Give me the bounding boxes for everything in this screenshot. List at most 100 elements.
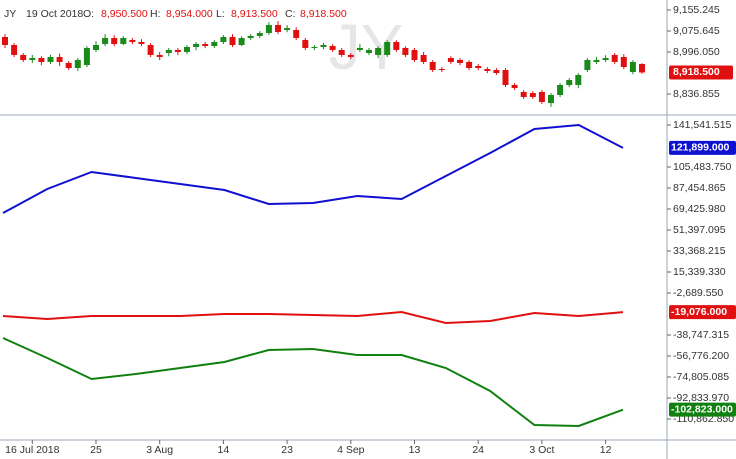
candle-body (575, 74, 582, 85)
high-label: H: (150, 8, 161, 20)
candle-body (393, 41, 400, 50)
candle-body (466, 61, 473, 69)
candle-body (375, 47, 382, 55)
candle-body (247, 35, 254, 38)
high-value: 8,954.000 (166, 8, 213, 20)
last-value-label: 121,899.000 (671, 142, 730, 154)
x-tick-label: 14 (218, 444, 230, 456)
candle-body (102, 37, 109, 44)
candle-body (584, 59, 591, 70)
candle-body (593, 59, 600, 62)
y-tick-label: 105,483.750 (673, 161, 732, 173)
candle-body (502, 69, 509, 85)
close-value: 8,918.500 (300, 8, 347, 20)
candle-body (38, 57, 45, 62)
watermark: JY (329, 11, 404, 83)
header: JY 19 Oct 2018 O: 8,950.500 H: 8,954.000… (4, 8, 347, 20)
open-label: O: (83, 8, 94, 20)
open-value: 8,950.500 (101, 8, 148, 20)
candle-body (511, 84, 518, 89)
candle-body (265, 24, 272, 33)
candle-body (147, 44, 154, 55)
x-tick-label: 3 Aug (146, 444, 173, 456)
candle-body (156, 54, 163, 57)
candle-body (83, 47, 90, 65)
symbol: JY (4, 8, 16, 20)
x-tick-label: 3 Oct (529, 444, 554, 456)
candle-body (639, 64, 645, 73)
candle-body (2, 36, 8, 45)
x-tick-label: 23 (281, 444, 293, 456)
line-series (2, 310, 624, 325)
candle-body (65, 62, 72, 69)
candle-body (457, 59, 463, 63)
last-value-label: -102,823.000 (671, 403, 733, 415)
date: 19 Oct 2018 (26, 8, 83, 20)
low-label: L: (216, 8, 225, 20)
x-tick-label: 4 Sep (337, 444, 365, 456)
candle-body (256, 32, 263, 36)
candle-body (429, 61, 436, 70)
candle-body (238, 37, 245, 45)
candle-body (529, 92, 536, 98)
y-tick-label: -2,689.550 (673, 287, 723, 299)
y-tick-label: 8,996.050 (673, 46, 720, 58)
low-value: 8,913.500 (231, 8, 278, 20)
line-series (2, 123, 624, 214)
candle-body (311, 46, 318, 48)
candle-body (520, 91, 527, 98)
candle-body (557, 84, 564, 95)
candle-body (165, 49, 172, 53)
candle-body (320, 44, 327, 47)
candle-body (93, 44, 99, 50)
candle-body (202, 43, 209, 46)
candle-body (548, 94, 554, 103)
candle-body (56, 56, 63, 62)
candle-body (184, 46, 190, 52)
candle-body (111, 37, 118, 44)
candle-body (193, 43, 200, 47)
candle-body (420, 54, 427, 62)
y-tick-label: 8,836.855 (673, 88, 720, 100)
y-tick-label: 141,541.515 (673, 119, 732, 131)
candle-body (329, 45, 336, 50)
candle-body (302, 39, 309, 48)
y-tick-label: 9,075.645 (673, 25, 720, 37)
y-tick-label: 87,454.865 (673, 182, 726, 194)
last-value-box (669, 65, 733, 80)
x-tick-label: 13 (409, 444, 421, 456)
candle-body (338, 49, 345, 55)
y-tick-label: 33,368.215 (673, 245, 726, 257)
y-tick-label: 69,425.980 (673, 203, 726, 215)
x-tick-label: 12 (600, 444, 612, 456)
close-label: C: (285, 8, 296, 20)
candle-body (484, 69, 491, 71)
x-tick-label: 24 (472, 444, 484, 456)
candle-body (366, 49, 372, 53)
candle-body (629, 61, 636, 72)
y-tick-label: -92,833.970 (673, 392, 729, 404)
candle-body (602, 57, 609, 60)
candle-body (384, 41, 391, 55)
candle-body (356, 47, 363, 50)
candle-body (475, 65, 482, 69)
y-tick-label: -56,776.200 (673, 350, 729, 362)
candle-body (138, 41, 145, 44)
y-tick-label: 15,339.330 (673, 266, 726, 278)
candle-body (284, 27, 291, 31)
last-value-box (669, 140, 736, 155)
candle-body (447, 57, 454, 62)
last-value-box (669, 305, 736, 320)
candle-body (566, 79, 573, 85)
candle-body (411, 49, 418, 60)
candle-body (129, 39, 136, 42)
candle-body (47, 56, 54, 62)
last-value-label: 8,918.500 (673, 66, 720, 78)
y-tick-label: -74,805.085 (673, 371, 729, 383)
candle-body (620, 56, 627, 67)
x-tick-label: 16 Jul 2018 (5, 444, 59, 456)
candle-body (275, 24, 281, 32)
candle-body (74, 59, 81, 69)
